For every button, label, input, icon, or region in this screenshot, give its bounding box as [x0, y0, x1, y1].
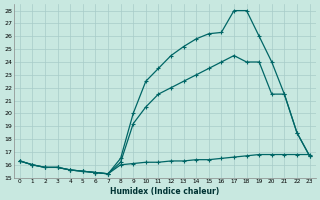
X-axis label: Humidex (Indice chaleur): Humidex (Indice chaleur): [110, 187, 219, 196]
